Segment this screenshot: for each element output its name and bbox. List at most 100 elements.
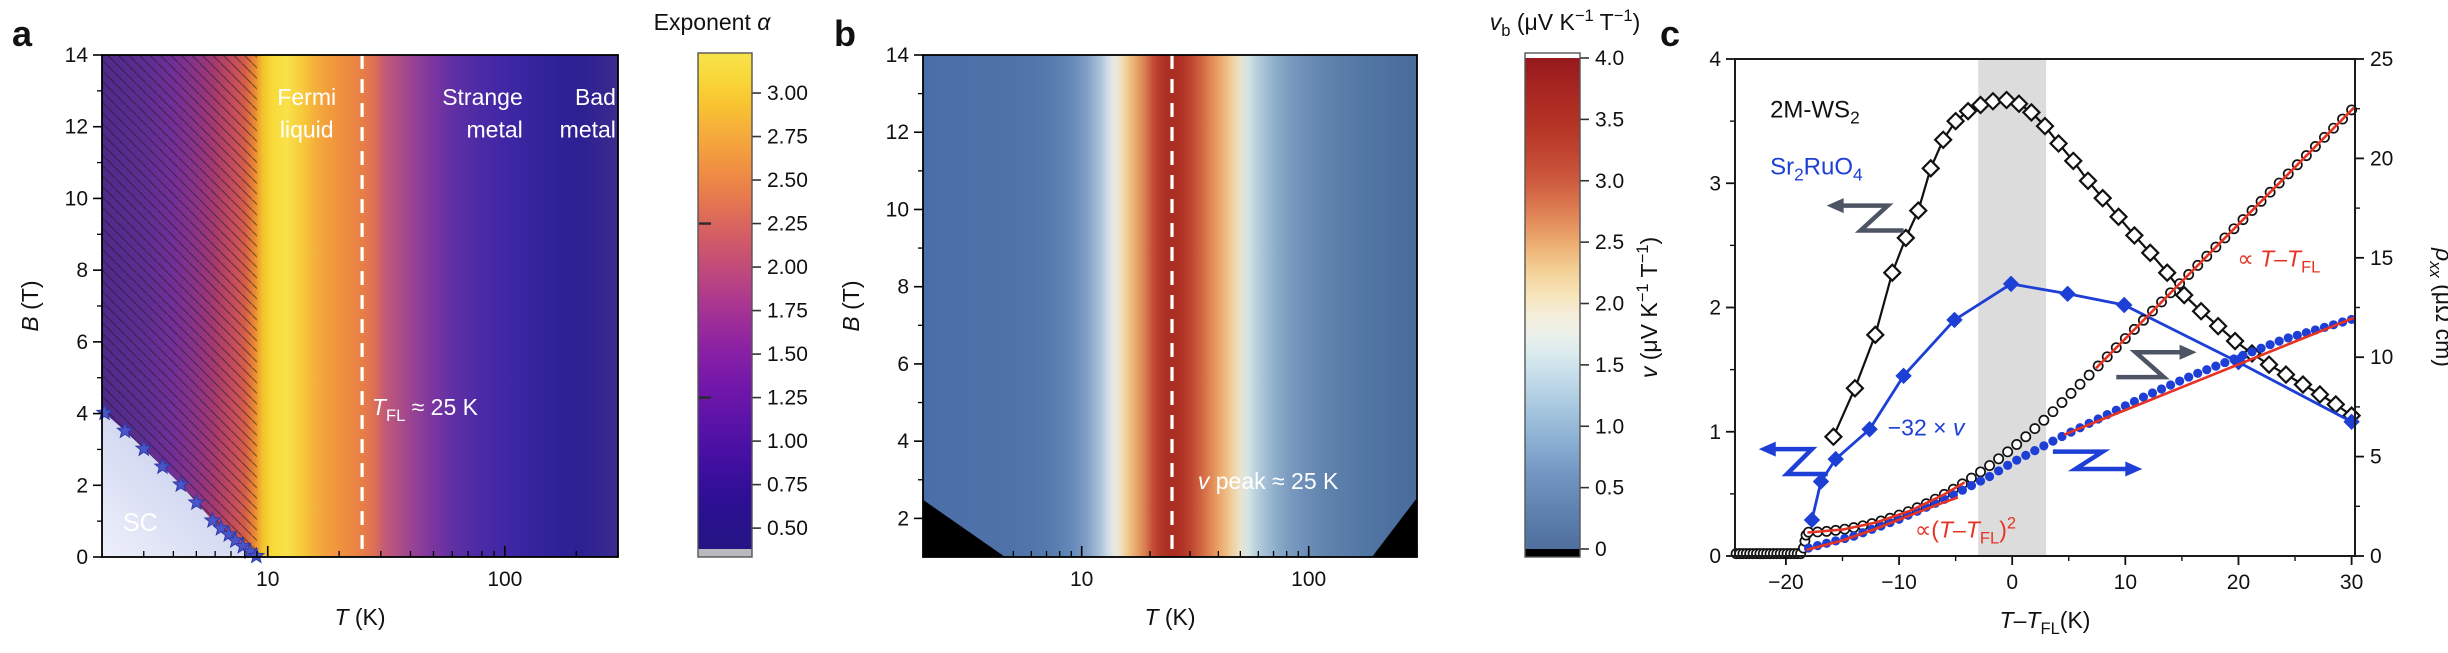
marker-open-diamond bbox=[2035, 116, 2055, 136]
marker-filled-circle bbox=[2012, 455, 2022, 465]
text-run: 0 bbox=[1709, 545, 1721, 568]
marker-filled-circle bbox=[2193, 368, 2203, 378]
marker-filled-circle bbox=[2030, 446, 2040, 456]
x-tick-label: 20 bbox=[2227, 571, 2250, 594]
panel-letter-b: b bbox=[834, 13, 856, 54]
text-run: 4 bbox=[76, 403, 88, 426]
left-axis-title: v (μV K−1 T−1) bbox=[1633, 237, 1662, 378]
marker-filled-circle bbox=[2147, 388, 2158, 398]
text-run: – bbox=[1953, 516, 1966, 542]
text-run: B bbox=[838, 316, 864, 331]
text-run: ) bbox=[1633, 9, 1641, 35]
marker-open-diamond bbox=[2009, 94, 2029, 114]
text-run: 8 bbox=[76, 259, 88, 282]
colorbar-tick-label: 0 bbox=[1595, 538, 1607, 561]
text-run: 10 bbox=[2370, 346, 2393, 369]
colorbar-tick-label: 3.0 bbox=[1595, 170, 1624, 193]
legend-2m-ws2: 2M-WS2 bbox=[1770, 96, 1860, 127]
text-run: 1.50 bbox=[767, 343, 808, 366]
text-run: 1.00 bbox=[767, 430, 808, 453]
x-tick-label: 100 bbox=[1291, 568, 1326, 591]
marker-filled-circle bbox=[1994, 466, 2004, 476]
x-tick-label: −10 bbox=[1881, 571, 1917, 594]
text-run: v bbox=[1490, 9, 1503, 35]
marker-open-diamond bbox=[2063, 151, 2083, 171]
text-run: 2 bbox=[76, 474, 88, 497]
text-run: b bbox=[1501, 21, 1510, 40]
marker-open-diamond bbox=[1845, 378, 1865, 398]
text-run: 3.5 bbox=[1595, 108, 1624, 131]
marker-open-diamond bbox=[1823, 427, 1843, 447]
colorbar-tick-label: 0.50 bbox=[767, 517, 808, 540]
text-run: −10 bbox=[1881, 571, 1917, 594]
text-run: α bbox=[757, 9, 771, 35]
marker-filled-circle bbox=[2138, 392, 2149, 402]
marker-open-diamond bbox=[1865, 325, 1885, 345]
colorbar-tick-label: 2.00 bbox=[767, 256, 808, 279]
text-run: 2.00 bbox=[767, 256, 808, 279]
text-run: 1.75 bbox=[767, 300, 808, 323]
marker-filled-circle bbox=[2283, 333, 2293, 343]
marker-filled-circle bbox=[1966, 481, 1977, 491]
text-run: v bbox=[1198, 468, 1211, 494]
marker-open-diamond bbox=[2259, 355, 2279, 375]
region-label: liquid bbox=[280, 116, 334, 142]
colorbar-bar bbox=[1525, 58, 1580, 549]
sc-boundary-star bbox=[116, 421, 134, 439]
marker-filled-circle bbox=[2184, 372, 2194, 382]
text-run: 5 bbox=[2370, 446, 2382, 469]
marker-open-diamond bbox=[2208, 316, 2228, 336]
marker-filled-circle bbox=[2265, 340, 2275, 350]
marker-filled-circle bbox=[1803, 543, 1814, 553]
sc-boundary-star bbox=[153, 457, 172, 475]
text-run: metal bbox=[560, 116, 616, 142]
text-run: 2.75 bbox=[767, 126, 808, 149]
text-run: T bbox=[372, 394, 388, 420]
text-run: Strange bbox=[442, 84, 523, 110]
text-run: 2M-WS bbox=[1770, 96, 1850, 123]
marker-open-diamond bbox=[2191, 301, 2211, 321]
panel-a-heatmap: 10 100 0 2 4 6 8 10 12 14 T (K) B (T) Fermi liquid Str… bbox=[17, 44, 619, 630]
right-axis-arrow-blue-head bbox=[2125, 461, 2143, 477]
text-run: – bbox=[2014, 607, 2027, 633]
marker-open-diamond bbox=[1882, 263, 1902, 283]
marker-open-circle bbox=[2047, 406, 2059, 418]
colorbar-bar bbox=[698, 53, 752, 549]
marker-filled-circle bbox=[1975, 476, 1986, 486]
left-tick-label: 4 bbox=[1709, 48, 1721, 71]
right-tick-label: 15 bbox=[2370, 247, 2393, 270]
text-run: ) bbox=[1999, 516, 2007, 542]
text-run: (μV K bbox=[1510, 9, 1575, 35]
text-run: −1 bbox=[1633, 283, 1652, 302]
y-tick-label: 4 bbox=[897, 430, 909, 453]
colorbar-exponent-alpha: 3.00 2.75 2.50 2.25 2.00 1.75 1.50 1.25 1.00 0.75… bbox=[654, 9, 808, 558]
right-axis-title: ρxx (μΩ cm) bbox=[2426, 247, 2448, 367]
marker-filled-circle bbox=[2292, 330, 2302, 340]
marker-open-diamond bbox=[1946, 111, 1966, 131]
marker-filled-circle bbox=[2156, 384, 2167, 394]
left-axis-arrow-black-shaft bbox=[1836, 203, 1904, 233]
right-tick-label: 0 bbox=[2370, 545, 2382, 568]
text-run: 6 bbox=[897, 353, 909, 376]
colorbar-under-cap bbox=[1525, 549, 1580, 557]
y-axis-title: B (T) bbox=[17, 280, 43, 331]
text-run: 2 bbox=[897, 507, 909, 530]
text-run: −1 bbox=[1633, 245, 1652, 264]
text-run: T bbox=[1966, 516, 1982, 542]
text-run: 2.25 bbox=[767, 213, 808, 236]
x-tick-label: 30 bbox=[2340, 571, 2363, 594]
legend-sr2ruo4: Sr2RuO4 bbox=[1770, 154, 1863, 185]
right-tick-label: 5 bbox=[2370, 446, 2382, 469]
series-line-diamond_fill bbox=[1810, 282, 2353, 521]
region-label: v peak ≈ 25 K bbox=[1198, 468, 1339, 494]
marker-filled-circle bbox=[2021, 450, 2031, 461]
text-run: 30 bbox=[2340, 571, 2363, 594]
text-run: 0 bbox=[76, 546, 88, 569]
text-run: – bbox=[2274, 245, 2287, 271]
text-run: T bbox=[2260, 245, 2276, 271]
marker-filled-circle bbox=[2129, 396, 2139, 407]
text-run: Fermi bbox=[277, 84, 336, 110]
text-run: 10 bbox=[256, 568, 279, 591]
